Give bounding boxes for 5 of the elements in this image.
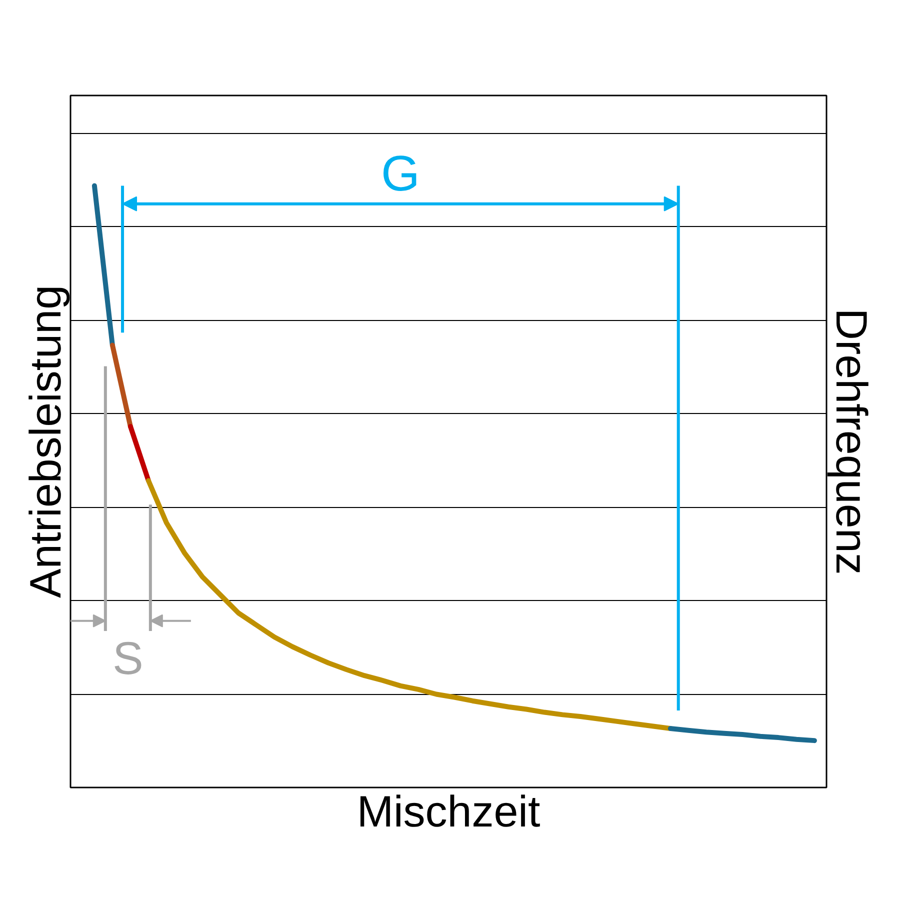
y-axis-title: Antriebsleistung	[22, 284, 70, 598]
annotation: S	[112, 632, 144, 684]
y2-axis-title: Drehfrequenz	[826, 308, 876, 575]
x-axis-title: Mischzeit	[356, 788, 540, 836]
annotation: G	[380, 146, 420, 202]
